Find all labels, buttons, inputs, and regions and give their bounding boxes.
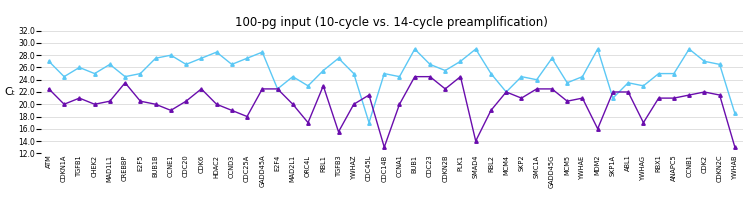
- 100-pg input(14-cycle preamplification): [608, 91, 617, 93]
- 100-pg input(14-cycle preamplification): [182, 100, 190, 102]
- 100-pg input(14-cycle preamplification): [730, 146, 740, 148]
- 100-pg input(10-cycle preamplification): [395, 75, 404, 78]
- 100-pg input(10-cycle preamplification): [410, 48, 419, 50]
- 100-pg input(10-cycle preamplification): [121, 75, 130, 78]
- 100-pg input(10-cycle preamplification): [548, 57, 556, 60]
- Y-axis label: Cₜ: Cₜ: [4, 87, 15, 97]
- 100-pg input(14-cycle preamplification): [258, 88, 267, 90]
- 100-pg input(14-cycle preamplification): [304, 121, 313, 124]
- 100-pg input(10-cycle preamplification): [151, 57, 160, 60]
- 100-pg input(14-cycle preamplification): [151, 103, 160, 106]
- 100-pg input(14-cycle preamplification): [334, 131, 343, 133]
- 100-pg input(14-cycle preamplification): [121, 81, 130, 84]
- 100-pg input(10-cycle preamplification): [90, 72, 99, 75]
- 100-pg input(14-cycle preamplification): [212, 103, 221, 106]
- Line: 100-pg input(14-cycle preamplification): 100-pg input(14-cycle preamplification): [47, 75, 736, 149]
- 100-pg input(10-cycle preamplification): [44, 60, 53, 63]
- 100-pg input(10-cycle preamplification): [364, 121, 374, 124]
- 100-pg input(14-cycle preamplification): [59, 103, 68, 106]
- 100-pg input(10-cycle preamplification): [517, 75, 526, 78]
- 100-pg input(10-cycle preamplification): [105, 63, 114, 66]
- 100-pg input(10-cycle preamplification): [380, 72, 388, 75]
- 100-pg input(10-cycle preamplification): [425, 63, 434, 66]
- 100-pg input(14-cycle preamplification): [90, 103, 99, 106]
- 100-pg input(14-cycle preamplification): [350, 103, 358, 106]
- 100-pg input(14-cycle preamplification): [319, 85, 328, 87]
- 100-pg input(14-cycle preamplification): [75, 97, 84, 99]
- 100-pg input(14-cycle preamplification): [670, 97, 679, 99]
- 100-pg input(10-cycle preamplification): [166, 54, 176, 57]
- 100-pg input(10-cycle preamplification): [350, 72, 358, 75]
- Line: 100-pg input(10-cycle preamplification): 100-pg input(10-cycle preamplification): [47, 47, 736, 124]
- 100-pg input(14-cycle preamplification): [456, 75, 465, 78]
- 100-pg input(10-cycle preamplification): [212, 51, 221, 53]
- 100-pg input(14-cycle preamplification): [425, 75, 434, 78]
- 100-pg input(14-cycle preamplification): [227, 109, 236, 112]
- 100-pg input(10-cycle preamplification): [654, 72, 663, 75]
- 100-pg input(14-cycle preamplification): [548, 88, 556, 90]
- 100-pg input(14-cycle preamplification): [654, 97, 663, 99]
- 100-pg input(10-cycle preamplification): [624, 81, 633, 84]
- 100-pg input(10-cycle preamplification): [593, 48, 602, 50]
- 100-pg input(10-cycle preamplification): [196, 57, 206, 60]
- 100-pg input(10-cycle preamplification): [304, 85, 313, 87]
- 100-pg input(10-cycle preamplification): [273, 88, 282, 90]
- 100-pg input(14-cycle preamplification): [639, 121, 648, 124]
- 100-pg input(10-cycle preamplification): [288, 75, 297, 78]
- 100-pg input(10-cycle preamplification): [75, 66, 84, 69]
- 100-pg input(10-cycle preamplification): [227, 63, 236, 66]
- 100-pg input(10-cycle preamplification): [182, 63, 190, 66]
- 100-pg input(14-cycle preamplification): [532, 88, 542, 90]
- 100-pg input(14-cycle preamplification): [105, 100, 114, 102]
- 100-pg input(14-cycle preamplification): [196, 88, 206, 90]
- 100-pg input(10-cycle preamplification): [242, 57, 251, 60]
- 100-pg input(14-cycle preamplification): [578, 97, 587, 99]
- 100-pg input(14-cycle preamplification): [441, 88, 450, 90]
- 100-pg input(10-cycle preamplification): [562, 81, 572, 84]
- 100-pg input(14-cycle preamplification): [700, 91, 709, 93]
- 100-pg input(10-cycle preamplification): [700, 60, 709, 63]
- 100-pg input(14-cycle preamplification): [502, 91, 511, 93]
- 100-pg input(10-cycle preamplification): [639, 85, 648, 87]
- 100-pg input(10-cycle preamplification): [608, 97, 617, 99]
- 100-pg input(10-cycle preamplification): [532, 78, 542, 81]
- 100-pg input(10-cycle preamplification): [716, 63, 724, 66]
- 100-pg input(10-cycle preamplification): [670, 72, 679, 75]
- 100-pg input(14-cycle preamplification): [395, 103, 404, 106]
- 100-pg input(14-cycle preamplification): [288, 103, 297, 106]
- 100-pg input(14-cycle preamplification): [593, 127, 602, 130]
- 100-pg input(14-cycle preamplification): [624, 91, 633, 93]
- 100-pg input(14-cycle preamplification): [471, 140, 480, 142]
- 100-pg input(14-cycle preamplification): [380, 146, 388, 148]
- 100-pg input(14-cycle preamplification): [364, 94, 374, 96]
- 100-pg input(14-cycle preamplification): [517, 97, 526, 99]
- 100-pg input(10-cycle preamplification): [319, 69, 328, 72]
- 100-pg input(10-cycle preamplification): [136, 72, 145, 75]
- 100-pg input(14-cycle preamplification): [487, 109, 496, 112]
- 100-pg input(14-cycle preamplification): [166, 109, 176, 112]
- 100-pg input(10-cycle preamplification): [502, 91, 511, 93]
- 100-pg input(14-cycle preamplification): [716, 94, 724, 96]
- 100-pg input(10-cycle preamplification): [441, 69, 450, 72]
- 100-pg input(10-cycle preamplification): [456, 60, 465, 63]
- Title: 100-pg input (10-cycle vs. 14-cycle preamplification): 100-pg input (10-cycle vs. 14-cycle prea…: [236, 16, 548, 30]
- 100-pg input(14-cycle preamplification): [273, 88, 282, 90]
- 100-pg input(14-cycle preamplification): [44, 88, 53, 90]
- 100-pg input(10-cycle preamplification): [258, 51, 267, 53]
- 100-pg input(10-cycle preamplification): [685, 48, 694, 50]
- 100-pg input(14-cycle preamplification): [136, 100, 145, 102]
- 100-pg input(10-cycle preamplification): [578, 75, 587, 78]
- 100-pg input(10-cycle preamplification): [334, 57, 343, 60]
- 100-pg input(10-cycle preamplification): [487, 72, 496, 75]
- 100-pg input(10-cycle preamplification): [471, 48, 480, 50]
- 100-pg input(10-cycle preamplification): [59, 75, 68, 78]
- 100-pg input(14-cycle preamplification): [242, 115, 251, 118]
- 100-pg input(14-cycle preamplification): [410, 75, 419, 78]
- 100-pg input(10-cycle preamplification): [730, 112, 740, 115]
- 100-pg input(14-cycle preamplification): [685, 94, 694, 96]
- 100-pg input(14-cycle preamplification): [562, 100, 572, 102]
